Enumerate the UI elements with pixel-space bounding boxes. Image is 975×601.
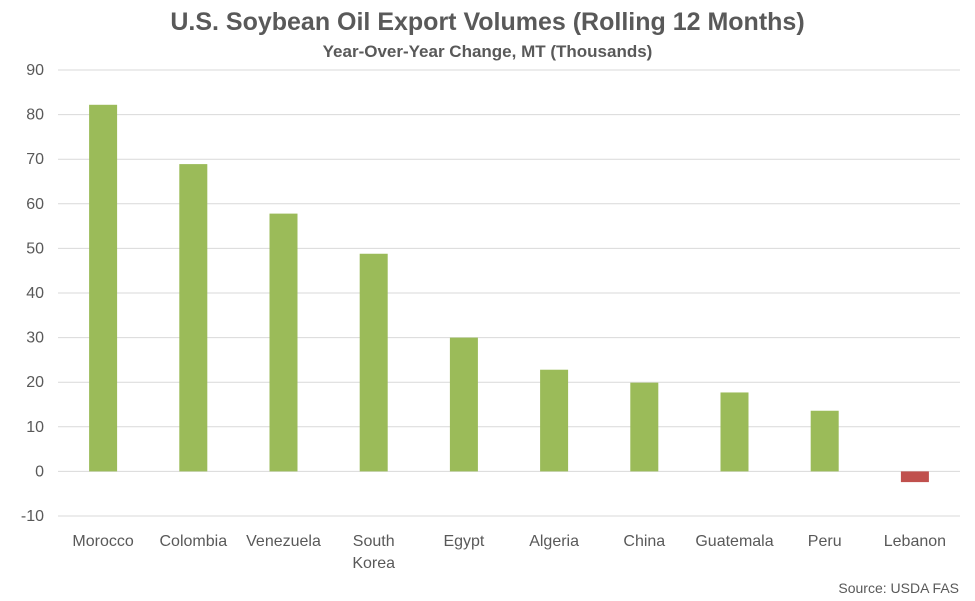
category-label-line: Lebanon [884,533,946,550]
x-axis-category-labels: Morocco Colombia Venezuela South Korea Egypt A… [72,533,946,572]
category-label: Guatemala [695,533,773,550]
category-label-line: Peru [808,533,842,550]
category-label-line: Morocco [72,533,133,550]
y-tick-label: 40 [26,285,44,302]
category-label: Algeria [529,533,579,550]
category-label: Colombia [160,533,228,550]
category-label: China [623,533,665,550]
y-tick-label: 20 [26,374,44,391]
source-note: Source: USDA FAS [838,580,959,596]
bar [630,382,659,472]
category-label-line: Colombia [160,533,228,550]
chart-title: U.S. Soybean Oil Export Volumes (Rolling… [170,8,805,36]
y-tick-label: 50 [26,240,44,257]
bar [269,213,298,472]
category-label: South Korea [352,533,395,572]
category-label-line: Egypt [443,533,484,550]
category-label: Lebanon [884,533,946,550]
bar [720,392,749,472]
gridlines [58,69,960,517]
category-label: Peru [808,533,842,550]
bar [900,471,929,483]
category-label-line: South [353,533,395,550]
y-tick-label: 60 [26,196,44,213]
y-tick-label: 90 [26,62,44,79]
chart-subtitle: Year-Over-Year Change, MT (Thousands) [322,42,653,61]
category-label: Egypt [443,533,484,550]
y-tick-label: 0 [35,463,44,480]
bar [359,253,388,472]
category-label: Venezuela [246,533,321,550]
y-tick-label: 80 [26,107,44,124]
y-tick-label: 30 [26,330,44,347]
bar [179,164,208,472]
bar [89,104,118,472]
y-tick-label: -10 [21,508,44,525]
category-label-line: China [623,533,665,550]
category-label-line: Venezuela [246,533,321,550]
category-label-line: Algeria [529,533,579,550]
bar [449,337,478,472]
category-label: Morocco [72,533,133,550]
y-tick-label: 10 [26,419,44,436]
category-label-line: Korea [352,555,395,572]
category-label-line: Guatemala [695,533,773,550]
bar [810,410,839,472]
y-tick-label: 70 [26,151,44,168]
bar [540,369,569,472]
bars [89,104,929,483]
y-axis-tick-labels: -10 0 10 20 30 40 50 60 70 80 90 [21,62,44,525]
